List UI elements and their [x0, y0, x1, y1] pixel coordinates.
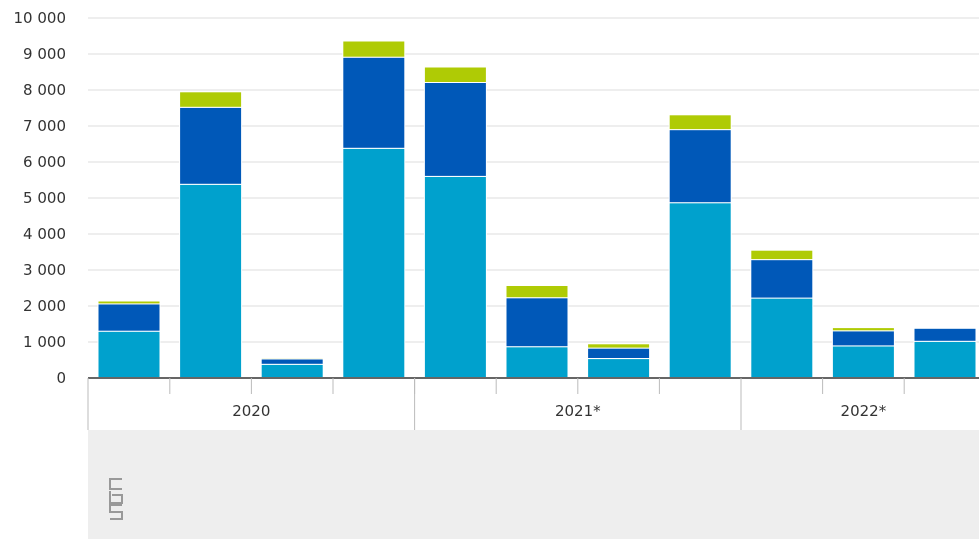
bar-segment [97, 303, 161, 332]
y-tick-label: 5 000 [23, 189, 66, 207]
bar-segment [750, 259, 814, 299]
bar-segment [831, 330, 895, 347]
bar-segment [587, 343, 651, 349]
bar-segment [750, 297, 814, 379]
bar-segment [342, 56, 406, 149]
bar-segment [423, 175, 487, 379]
chart-footer [88, 430, 979, 539]
logo-panel [88, 430, 979, 539]
y-tick-label: 1 000 [23, 333, 66, 351]
y-tick-label: 8 000 [23, 81, 66, 99]
y-tick-label: 9 000 [23, 45, 66, 63]
group-label: 2020 [232, 402, 270, 420]
y-tick-label: 2 000 [23, 297, 66, 315]
y-tick-label: 10 000 [14, 9, 67, 27]
bar-segment [913, 327, 977, 342]
y-axis-ticks: 0 1 000 2 000 3 000 4 000 5 000 6 000 7 000 8 00… [14, 9, 67, 387]
bar-segment [505, 346, 569, 379]
y-tick-label: 7 000 [23, 117, 66, 135]
y-tick-label: 4 000 [23, 225, 66, 243]
bar-segment [260, 363, 324, 379]
bar-segment [260, 357, 324, 360]
bar-segment [179, 91, 243, 108]
bar-segment [97, 330, 161, 379]
bar-segment [587, 358, 651, 379]
y-tick-label: 0 [56, 369, 66, 387]
bar-segment [668, 202, 732, 379]
x-axis-labels: 2020 2021* 2022* [232, 402, 887, 420]
bar-segment [913, 340, 977, 379]
bar-segment [831, 327, 895, 332]
bar-segment [97, 300, 161, 305]
bar-segment [260, 358, 324, 365]
bar-segment [668, 129, 732, 204]
bar-segment [505, 297, 569, 348]
group-label: 2022* [841, 402, 887, 420]
bar-segment [423, 81, 487, 177]
bar-segment [342, 147, 406, 379]
y-tick-label: 3 000 [23, 261, 66, 279]
bar-segment [505, 285, 569, 299]
bar-segment [342, 40, 406, 58]
bar-segment [750, 249, 814, 261]
y-tick-label: 6 000 [23, 153, 66, 171]
bar-segment [831, 345, 895, 379]
bar-segment [587, 347, 651, 360]
cbs-logo-icon [109, 478, 123, 520]
bars [97, 40, 977, 379]
x-axis [87, 377, 979, 430]
bar-segment [423, 66, 487, 83]
bar-segment [668, 114, 732, 131]
bar-segment [179, 183, 243, 379]
bar-segment [179, 106, 243, 185]
group-label: 2021* [555, 402, 601, 420]
